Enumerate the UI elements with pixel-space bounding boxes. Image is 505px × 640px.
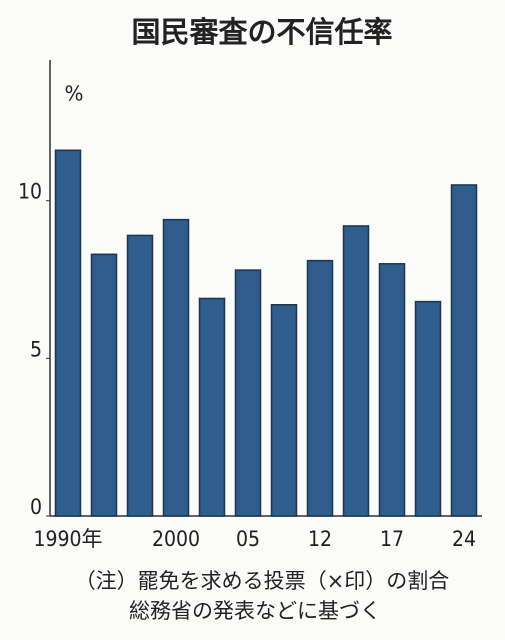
x-tick-label: 05 — [236, 527, 260, 551]
bar — [342, 225, 370, 517]
y-tick-label: 10 — [18, 180, 42, 204]
bar — [450, 184, 478, 517]
bar — [198, 297, 226, 517]
y-tick-label: 0 — [30, 495, 42, 519]
x-tick-label: 2000 — [152, 527, 200, 551]
bar — [378, 263, 406, 517]
unit-label: % — [64, 82, 83, 106]
x-tick-label: 1990年 — [33, 527, 102, 551]
x-tick-label: 12 — [308, 527, 332, 551]
x-tick-label: 24 — [452, 527, 476, 551]
bar — [90, 253, 118, 517]
y-tick-label: 5 — [30, 337, 42, 361]
bar — [126, 234, 154, 517]
bar — [270, 304, 298, 517]
chart-title: 国民審査の不信任率 — [131, 15, 392, 49]
note: 総務省の発表などに基づく — [129, 599, 381, 623]
bar — [306, 259, 334, 517]
x-tick-label: 17 — [380, 527, 404, 551]
bar — [162, 218, 190, 517]
bar — [234, 269, 262, 517]
bar — [414, 300, 442, 517]
bar — [54, 149, 82, 517]
note: （注）罷免を求める投票（×印）の割合 — [75, 569, 450, 593]
